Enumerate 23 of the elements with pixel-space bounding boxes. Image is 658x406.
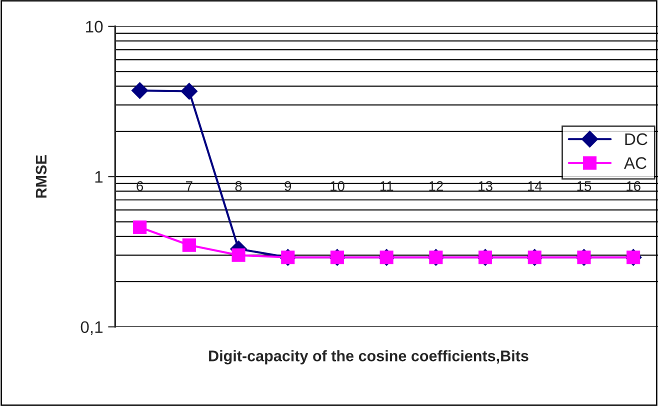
x-tick-label: 8	[235, 181, 242, 191]
y-tick-label: 10	[86, 20, 103, 33]
x-axis-title: Digit-capacity of the cosine coefficients,Bits	[209, 350, 528, 364]
x-tick-label: 7	[186, 181, 192, 191]
legend-label: AC	[624, 157, 646, 169]
y-tick-label: 1	[95, 171, 103, 183]
point	[133, 220, 147, 234]
x-tick-label: 16	[626, 181, 640, 191]
legend-label: DC	[625, 133, 648, 146]
point	[182, 238, 196, 252]
x-tick-label: 6	[136, 181, 144, 191]
point	[131, 82, 148, 99]
point	[232, 248, 246, 262]
y-axis-title: RMSE	[36, 155, 47, 198]
x-tick-label: 12	[429, 181, 443, 191]
x-tick-label: 11	[380, 181, 394, 191]
x-tick-label: 9	[284, 181, 292, 191]
x-tick-label: 13	[478, 181, 492, 191]
x-tick-label: 10	[330, 181, 344, 191]
x-tick-label: 14	[528, 181, 542, 191]
point	[180, 82, 198, 100]
y-tick-label: 0,1	[80, 321, 103, 335]
x-tick-label: 15	[577, 181, 592, 191]
